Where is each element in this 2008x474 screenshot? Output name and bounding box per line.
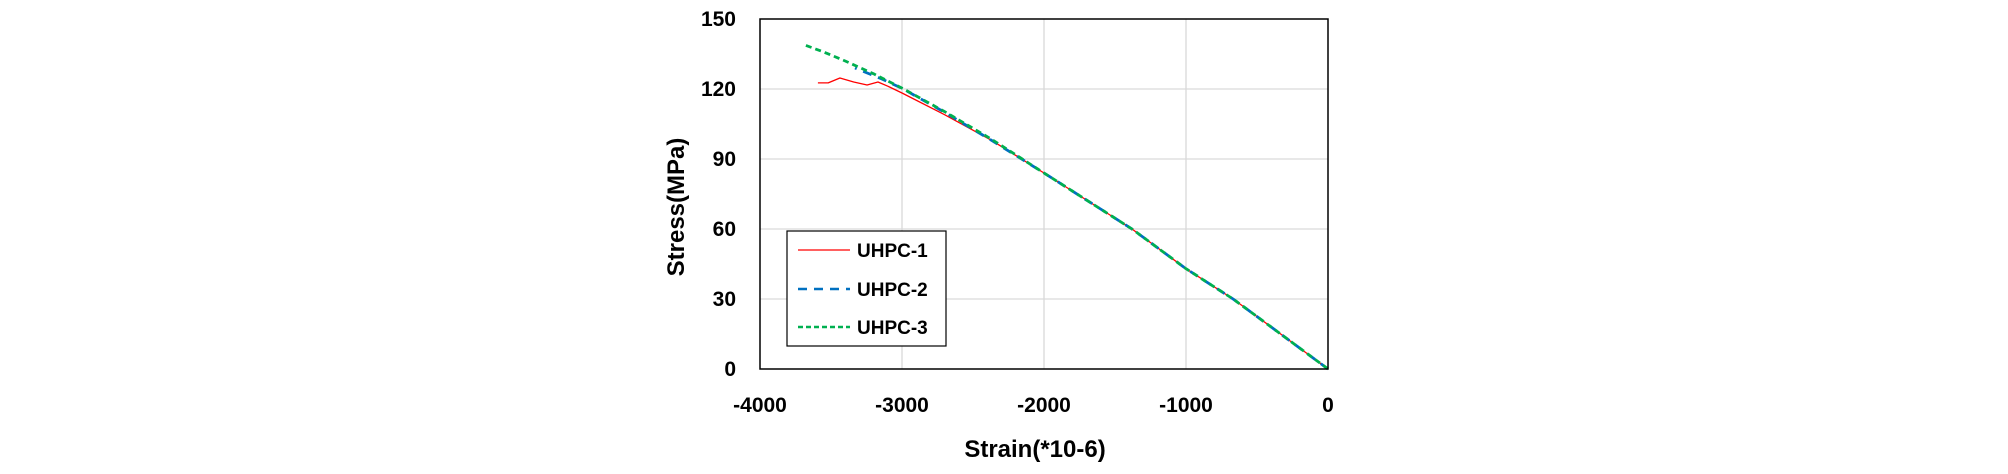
y-tick-label: 150 [701, 8, 736, 31]
y-tick-label: 120 [701, 78, 736, 101]
y-tick-label: 0 [724, 358, 736, 381]
x-tick-label: -2000 [1017, 394, 1071, 417]
legend-box [786, 230, 947, 347]
legend-label-uhpc-1: UHPC-1 [857, 241, 928, 262]
legend-label-uhpc-2: UHPC-2 [857, 280, 928, 301]
x-axis-tick-labels: -4000 -3000 -2000 -1000 0 [733, 394, 1334, 417]
plot-area-frame [759, 18, 1329, 370]
x-tick-label: 0 [1322, 394, 1334, 417]
series-line-uhpc-3 [803, 43, 1329, 371]
y-tick-label: 60 [713, 218, 736, 241]
x-tick-label: -3000 [875, 394, 929, 417]
legend: UHPC-1 UHPC-2 UHPC-3 [786, 230, 947, 347]
x-axis-title: Strain(*10-6) [964, 436, 1105, 463]
x-tick-label: -4000 [733, 394, 787, 417]
legend-label-uhpc-3: UHPC-3 [857, 318, 928, 339]
y-axis-title: Stress(MPa) [663, 138, 690, 277]
y-tick-label: 90 [713, 148, 736, 171]
x-tick-label: -1000 [1159, 394, 1213, 417]
y-tick-label: 30 [713, 288, 736, 311]
y-axis-tick-labels: 0 30 60 90 120 150 [701, 8, 736, 381]
data-series [803, 43, 1329, 371]
